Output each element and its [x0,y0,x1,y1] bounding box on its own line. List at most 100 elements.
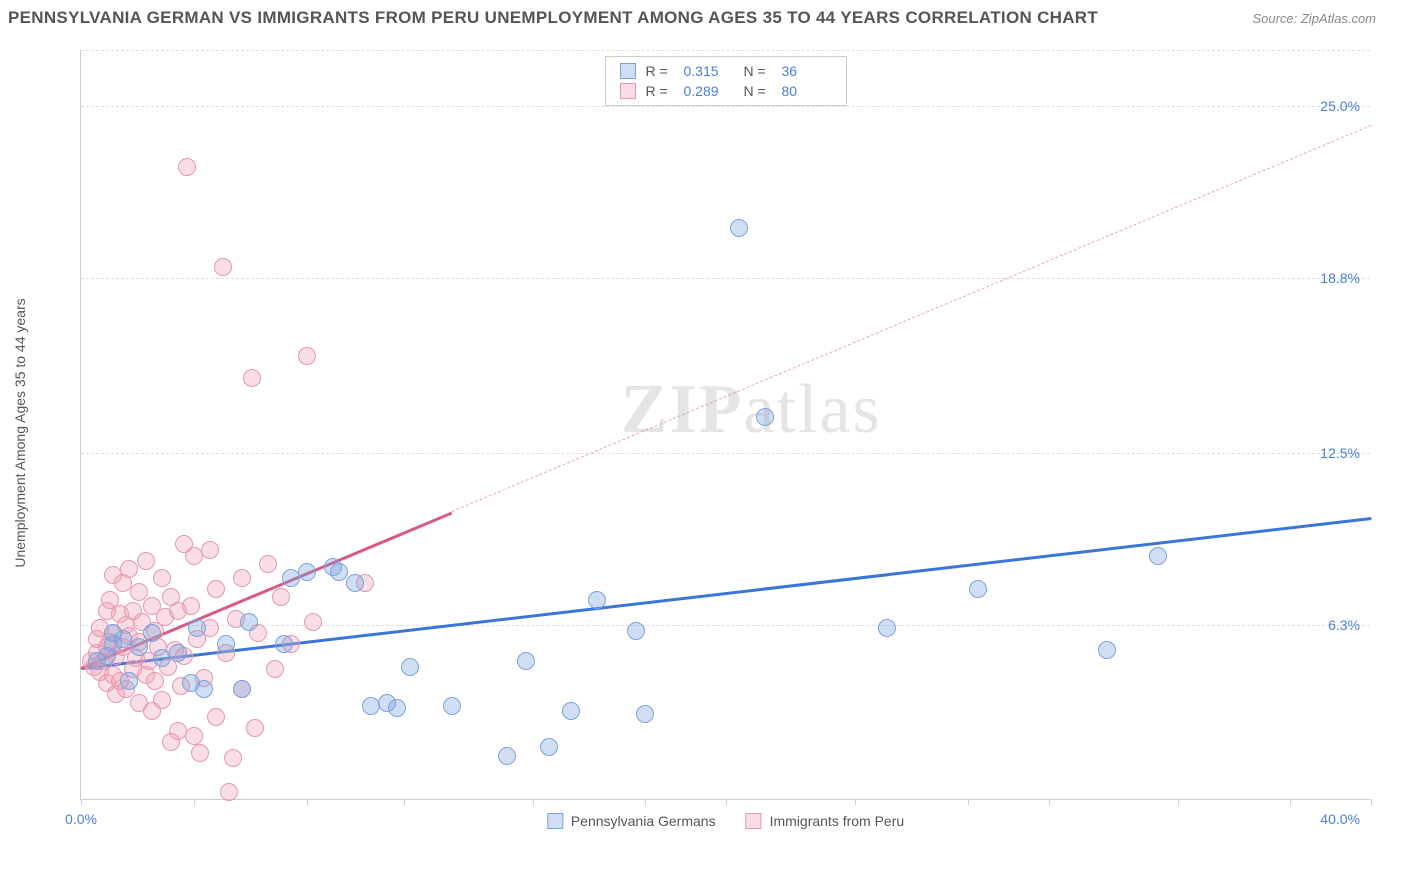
gridline-horizontal [81,278,1370,279]
gridline-horizontal [81,453,1370,454]
scatter-point-pink [178,158,196,176]
gridline-horizontal [81,625,1370,626]
legend-item-blue: Pennsylvania Germans [547,813,716,829]
n-value-blue: 36 [782,63,832,79]
scatter-point-pink [207,580,225,598]
scatter-point-blue [878,619,896,637]
scatter-point-blue [388,699,406,717]
scatter-point-pink [243,369,261,387]
legend-label-blue: Pennsylvania Germans [571,813,716,829]
scatter-point-blue [346,574,364,592]
legend-stats: R = 0.315 N = 36 R = 0.289 N = 80 [605,56,847,106]
scatter-point-blue [1098,641,1116,659]
scatter-point-pink [153,569,171,587]
x-tick [533,799,534,805]
legend-stats-row-blue: R = 0.315 N = 36 [620,61,832,81]
r-value-blue: 0.315 [684,63,734,79]
scatter-point-blue [562,702,580,720]
r-value-pink: 0.289 [684,83,734,99]
legend-item-pink: Immigrants from Peru [746,813,905,829]
scatter-point-blue [1149,547,1167,565]
y-tick-label: 25.0% [1320,98,1360,114]
x-tick [81,799,82,805]
legend-stats-row-pink: R = 0.289 N = 80 [620,81,832,101]
x-tick [404,799,405,805]
scatter-point-blue [240,613,258,631]
scatter-point-blue [217,635,235,653]
scatter-point-blue [275,635,293,653]
scatter-point-blue [330,563,348,581]
scatter-point-pink [153,691,171,709]
scatter-point-blue [298,563,316,581]
scatter-point-blue [401,658,419,676]
trend-line-dashed [452,125,1372,512]
x-tick [968,799,969,805]
scatter-point-blue [233,680,251,698]
scatter-point-blue [540,738,558,756]
chart-container: Unemployment Among Ages 35 to 44 years Z… [50,50,1386,840]
r-label: R = [646,83,674,99]
scatter-point-pink [272,588,290,606]
scatter-point-blue [130,638,148,656]
legend-swatch-pink [746,813,762,829]
r-label: R = [646,63,674,79]
scatter-point-pink [304,613,322,631]
x-tick [194,799,195,805]
scatter-point-blue [627,622,645,640]
watermark-bold: ZIP [621,371,744,448]
n-label: N = [744,63,772,79]
x-tick [1178,799,1179,805]
y-tick-label: 6.3% [1328,617,1360,633]
y-axis-label: Unemployment Among Ages 35 to 44 years [12,298,28,567]
scatter-point-blue [188,619,206,637]
legend-swatch-blue [620,63,636,79]
scatter-point-pink [185,727,203,745]
watermark: ZIPatlas [621,370,882,450]
scatter-point-pink [182,597,200,615]
scatter-point-blue [636,705,654,723]
scatter-point-blue [143,624,161,642]
n-value-pink: 80 [782,83,832,99]
x-tick [1049,799,1050,805]
source-label: Source: ZipAtlas.com [1252,11,1376,26]
scatter-point-blue [517,652,535,670]
scatter-point-pink [207,708,225,726]
x-axis-min-label: 0.0% [65,811,97,827]
x-tick [1371,799,1372,805]
scatter-point-blue [969,580,987,598]
scatter-point-blue [362,697,380,715]
scatter-point-pink [137,552,155,570]
scatter-point-blue [756,408,774,426]
scatter-point-pink [259,555,277,573]
scatter-point-blue [588,591,606,609]
chart-title: PENNSYLVANIA GERMAN VS IMMIGRANTS FROM P… [8,8,1098,28]
legend-swatch-blue [547,813,563,829]
gridline-horizontal [81,50,1370,51]
legend-series: Pennsylvania Germans Immigrants from Per… [547,813,904,829]
scatter-point-pink [224,749,242,767]
y-tick-label: 12.5% [1320,445,1360,461]
scatter-point-blue [443,697,461,715]
x-tick [1290,799,1291,805]
scatter-point-blue [730,219,748,237]
legend-label-pink: Immigrants from Peru [770,813,905,829]
scatter-point-pink [214,258,232,276]
x-tick [726,799,727,805]
scatter-point-pink [298,347,316,365]
legend-swatch-pink [620,83,636,99]
scatter-point-pink [220,783,238,801]
plot-area: ZIPatlas R = 0.315 N = 36 R = 0.289 N = … [80,50,1370,800]
x-axis-max-label: 40.0% [1320,811,1360,827]
n-label: N = [744,83,772,99]
x-tick [307,799,308,805]
scatter-point-blue [195,680,213,698]
scatter-point-blue [169,644,187,662]
y-tick-label: 18.8% [1320,270,1360,286]
scatter-point-pink [146,672,164,690]
x-tick [645,799,646,805]
scatter-point-blue [120,672,138,690]
scatter-point-pink [266,660,284,678]
scatter-point-pink [246,719,264,737]
scatter-point-pink [201,541,219,559]
scatter-point-pink [233,569,251,587]
